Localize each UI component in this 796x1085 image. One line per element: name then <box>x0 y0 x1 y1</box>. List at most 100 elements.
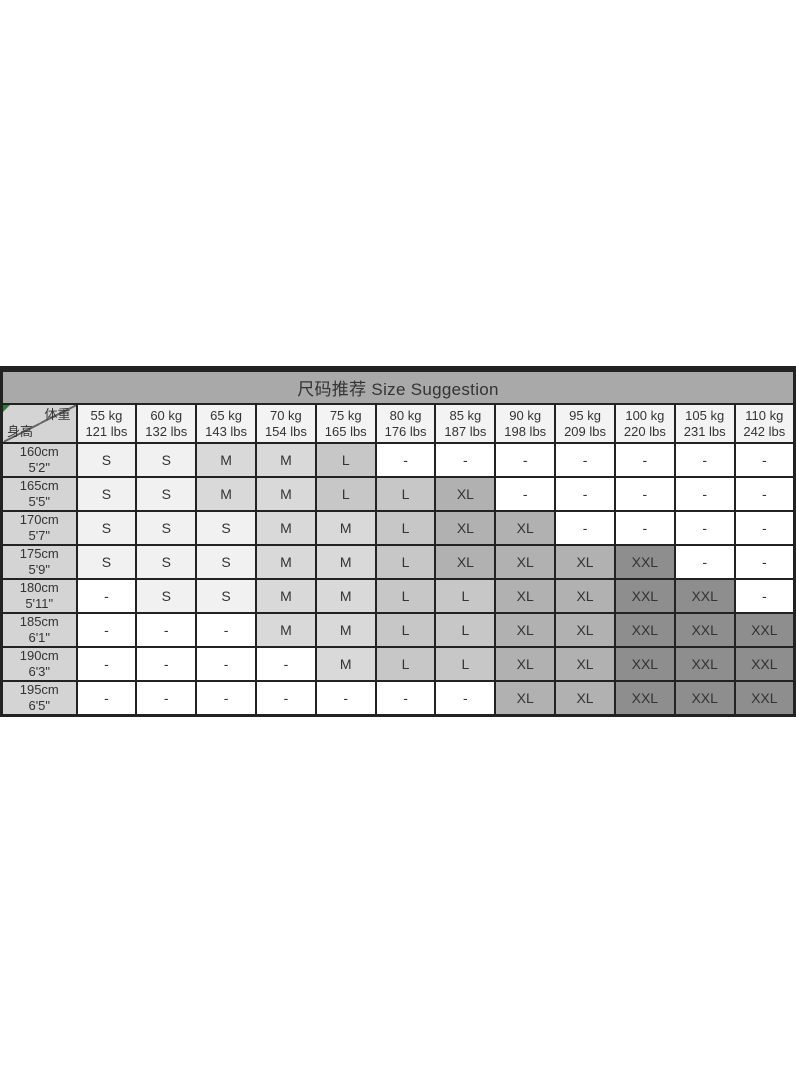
size-cell: L <box>434 646 497 682</box>
size-cell: S <box>75 442 138 478</box>
size-cell: XL <box>554 544 616 580</box>
size-cell-empty: - <box>673 544 736 580</box>
weight-header-cell: 55 kg 121 lbs <box>75 403 138 444</box>
size-cell: S <box>75 544 138 580</box>
size-cell-empty: - <box>434 442 497 478</box>
size-cell-empty: - <box>195 646 257 682</box>
weight-header-cell: 60 kg 132 lbs <box>135 403 198 444</box>
size-cell: XXL <box>733 680 796 717</box>
height-header-cell: 195cm 6'5" <box>0 680 78 717</box>
size-cell-empty: - <box>135 612 198 648</box>
size-cell: XXL <box>673 578 736 614</box>
size-cell: M <box>314 578 377 614</box>
weight-header-cell: 65 kg 143 lbs <box>195 403 257 444</box>
size-cell-empty: - <box>673 476 736 512</box>
size-cell-empty: - <box>135 680 198 717</box>
size-cell: M <box>314 544 377 580</box>
size-cell: XXL <box>613 612 676 648</box>
size-cell-empty: - <box>733 544 796 580</box>
size-cell: M <box>254 510 317 546</box>
size-cell: XXL <box>673 680 736 717</box>
size-cell: L <box>374 578 437 614</box>
table-row: 180cm 5'11" - S S M M L L XL XL XXL XXL - <box>0 578 796 614</box>
weight-header-cell: 85 kg 187 lbs <box>434 403 497 444</box>
size-suggestion-table: 尺码推荐 Size Suggestion 体重 身高 55 kg 121 lbs 6… <box>0 366 796 717</box>
size-cell: XL <box>494 544 557 580</box>
height-header-cell: 165cm 5'5" <box>0 476 78 512</box>
size-cell-empty: - <box>554 442 616 478</box>
size-cell: XL <box>434 544 497 580</box>
weight-header-cell: 75 kg 165 lbs <box>314 403 377 444</box>
size-table: 尺码推荐 Size Suggestion 体重 身高 55 kg 121 lbs 6… <box>0 366 796 717</box>
height-header-cell: 160cm 5'2" <box>0 442 78 478</box>
height-header-cell: 175cm 5'9" <box>0 544 78 580</box>
size-cell-empty: - <box>733 442 796 478</box>
size-cell: M <box>254 442 317 478</box>
size-cell: M <box>195 442 257 478</box>
weight-header-cell: 105 kg 231 lbs <box>673 403 736 444</box>
size-cell: XL <box>554 578 616 614</box>
size-cell: S <box>135 442 198 478</box>
height-header-cell: 170cm 5'7" <box>0 510 78 546</box>
table-row: 195cm 6'5" - - - - - - - XL XL XXL XXL XXL <box>0 680 796 717</box>
size-cell-empty: - <box>374 442 437 478</box>
table-row: 175cm 5'9" S S S M M L XL XL XL XXL - - <box>0 544 796 580</box>
size-cell: M <box>195 476 257 512</box>
size-cell: S <box>75 476 138 512</box>
size-cell-empty: - <box>314 680 377 717</box>
size-cell: XXL <box>613 578 676 614</box>
size-cell: L <box>374 510 437 546</box>
table-row: 165cm 5'5" S S M M L L XL - - - - - <box>0 476 796 512</box>
size-cell: XXL <box>733 646 796 682</box>
size-cell: L <box>434 578 497 614</box>
height-header-cell: 185cm 6'1" <box>0 612 78 648</box>
size-cell: M <box>254 578 317 614</box>
size-cell-empty: - <box>613 476 676 512</box>
size-cell-empty: - <box>733 476 796 512</box>
weight-header-cell: 110 kg 242 lbs <box>733 403 796 444</box>
table-row: 190cm 6'3" - - - - M L L XL XL XXL XXL XXL <box>0 646 796 682</box>
header-row: 体重 身高 55 kg 121 lbs 60 kg 132 lbs 65 kg 143 l… <box>0 403 796 444</box>
size-cell-empty: - <box>733 510 796 546</box>
size-cell-empty: - <box>494 476 557 512</box>
size-cell: XL <box>494 510 557 546</box>
size-cell-empty: - <box>75 680 138 717</box>
size-cell-empty: - <box>673 442 736 478</box>
size-cell: M <box>254 612 317 648</box>
size-cell: M <box>254 476 317 512</box>
corner-height-label: 身高 <box>7 424 34 439</box>
size-cell-empty: - <box>733 578 796 614</box>
size-cell: XXL <box>613 680 676 717</box>
size-cell: L <box>314 442 377 478</box>
size-cell: XL <box>434 476 497 512</box>
size-cell: S <box>135 476 198 512</box>
size-cell-empty: - <box>75 612 138 648</box>
size-cell: L <box>434 612 497 648</box>
corner-weight-label: 体重 <box>44 407 71 422</box>
weight-header-cell: 90 kg 198 lbs <box>494 403 557 444</box>
weight-header-cell: 100 kg 220 lbs <box>613 403 676 444</box>
size-cell: XXL <box>613 646 676 682</box>
corner-cell: 体重 身高 <box>0 403 78 444</box>
size-cell: S <box>135 578 198 614</box>
size-cell: M <box>314 510 377 546</box>
height-header-cell: 190cm 6'3" <box>0 646 78 682</box>
table-row: 170cm 5'7" S S S M M L XL XL - - - - <box>0 510 796 546</box>
size-cell: XL <box>494 578 557 614</box>
size-cell: XL <box>554 646 616 682</box>
size-cell: XXL <box>613 544 676 580</box>
size-cell: L <box>374 646 437 682</box>
size-cell: S <box>195 544 257 580</box>
size-cell: L <box>374 544 437 580</box>
size-cell-empty: - <box>75 578 138 614</box>
size-cell: S <box>135 510 198 546</box>
size-cell: XL <box>494 612 557 648</box>
size-cell-empty: - <box>554 510 616 546</box>
size-cell: M <box>254 544 317 580</box>
size-cell: XL <box>554 612 616 648</box>
size-cell-empty: - <box>75 646 138 682</box>
height-header-cell: 180cm 5'11" <box>0 578 78 614</box>
size-cell: XL <box>494 646 557 682</box>
size-cell-empty: - <box>613 510 676 546</box>
